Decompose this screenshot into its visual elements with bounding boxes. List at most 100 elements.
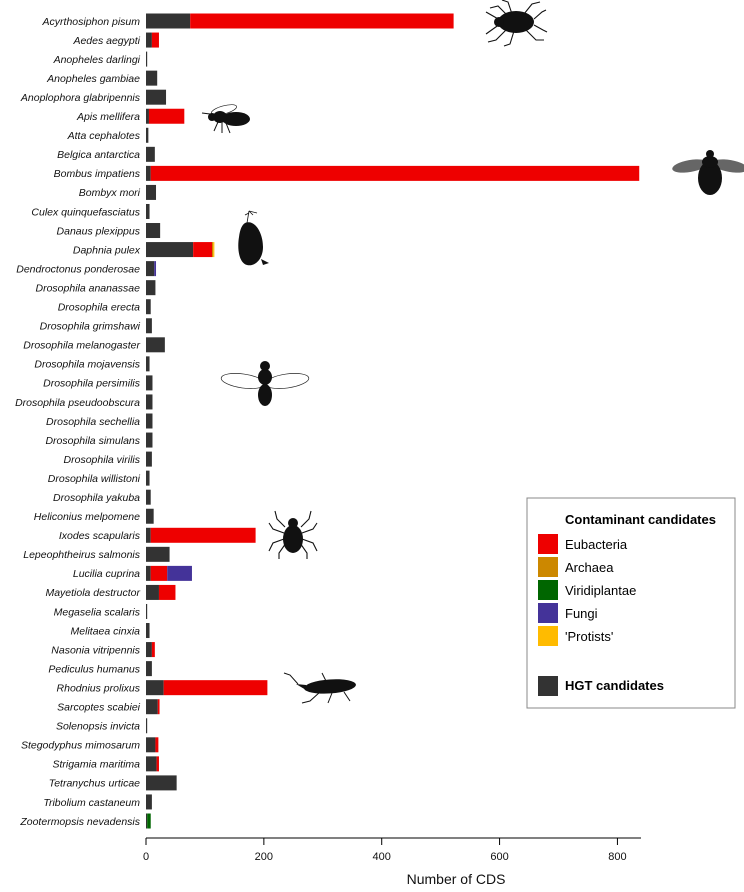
bar-drosophila-simulans-hgt-candidates	[146, 432, 153, 448]
x-ticks: 0 200 400 600 800	[143, 838, 627, 863]
category-label-atta-cephalotes: Atta cephalotes	[67, 130, 141, 142]
category-label-strigamia-maritima: Strigamia maritima	[52, 759, 140, 771]
category-label-heliconius-melpomene: Heliconius melpomene	[34, 511, 140, 523]
bar-mayetiola-destructor-hgt-candidates	[146, 584, 159, 600]
legend-swatch-protists	[538, 626, 558, 646]
category-label-drosophila-yakuba: Drosophila yakuba	[53, 492, 140, 504]
legend-box	[526, 497, 736, 709]
x-axis: 0 200 400 600 800 Number of CDS	[143, 837, 641, 887]
bar-acyrthosiphon-pisum-eubacteria	[190, 13, 454, 29]
legend-items: Eubacteria Archaea Viridiplantae Fungi 'Prot…	[538, 534, 636, 646]
bar-daphnia-pulex-archaea	[212, 242, 214, 258]
bar-drosophila-virilis-hgt-candidates	[146, 451, 152, 467]
category-label-tetranychus-urticae: Tetranychus urticae	[49, 778, 140, 790]
bar-strigamia-maritima-eubacteria	[156, 756, 159, 772]
bar-drosophila-grimshawi-hgt-candidates	[146, 318, 152, 334]
bar-apis-mellifera-hgt-candidates	[146, 108, 149, 124]
category-label-drosophila-pseudoobscura: Drosophila pseudoobscura	[15, 397, 140, 409]
category-label-lucilia-cuprina: Lucilia cuprina	[73, 568, 140, 580]
category-label-stegodyphus-mimosarum: Stegodyphus mimosarum	[21, 740, 140, 752]
legend: Contaminant candidates Eubacteria Archaea…	[526, 497, 736, 709]
bar-danaus-plexippus-hgt-candidates	[146, 223, 161, 239]
bar-culex-quinquefasciatus-hgt-candidates	[146, 203, 150, 219]
bar-drosophila-sechellia-hgt-candidates	[146, 413, 153, 429]
bar-drosophila-ananassae-hgt-candidates	[146, 280, 156, 296]
category-label-daphnia-pulex: Daphnia pulex	[73, 244, 141, 256]
legend-label-hgt: HGT candidates	[565, 678, 664, 693]
bar-anopheles-gambiae-hgt-candidates	[146, 70, 158, 86]
category-label-drosophila-simulans: Drosophila simulans	[45, 435, 140, 447]
x-tick-label-0: 0	[143, 851, 149, 863]
bar-lepeophtheirus-salmonis-hgt-candidates	[146, 546, 170, 562]
x-axis-title: Number of CDS	[407, 871, 506, 887]
bar-aedes-aegypti-hgt-candidates	[146, 32, 152, 48]
bar-daphnia-pulex-eubacteria	[193, 242, 212, 258]
bar-tetranychus-urticae-hgt-candidates	[146, 775, 177, 791]
legend-swatch-archaea	[538, 557, 558, 577]
legend-swatch-viridiplantae	[538, 580, 558, 600]
tick-icon	[268, 510, 318, 559]
bar-nasonia-vitripennis-hgt-candidates	[146, 642, 152, 658]
bar-ixodes-scapularis-eubacteria	[150, 527, 256, 543]
bar-dendroctonus-ponderosae-hgt-candidates	[146, 261, 155, 277]
bar-anopheles-darlingi-hgt-candidates	[146, 51, 148, 67]
category-label-anopheles-gambiae: Anopheles gambiae	[46, 73, 140, 85]
bar-rhodnius-prolixus-eubacteria	[163, 680, 268, 696]
aphid-icon	[485, 0, 548, 47]
bar-apis-mellifera-eubacteria	[148, 108, 185, 124]
category-label-drosophila-virilis: Drosophila virilis	[64, 454, 141, 466]
category-label-mayetiola-destructor: Mayetiola destructor	[45, 587, 140, 599]
x-tick-label-800: 800	[608, 851, 626, 863]
bar-area	[146, 13, 640, 829]
category-label-drosophila-ananassae: Drosophila ananassae	[36, 282, 141, 294]
bar-drosophila-pseudoobscura-hgt-candidates	[146, 394, 153, 410]
legend-label-eubacteria: Eubacteria	[565, 537, 628, 552]
category-label-solenopsis-invicta: Solenopsis invicta	[56, 721, 140, 733]
bar-zootermopsis-nevadensis-viridiplantae	[147, 813, 151, 829]
bar-bombyx-mori-hgt-candidates	[146, 184, 157, 200]
category-label-megaselia-scalaris: Megaselia scalaris	[54, 606, 141, 618]
legend-title: Contaminant candidates	[565, 512, 716, 527]
bar-sarcoptes-scabiei-eubacteria	[157, 699, 160, 715]
bar-lucilia-cuprina-eubacteria	[150, 565, 168, 581]
bar-daphnia-pulex-hgt-candidates	[146, 242, 194, 258]
category-label-drosophila-persimilis: Drosophila persimilis	[43, 378, 141, 390]
bar-drosophila-persimilis-hgt-candidates	[146, 375, 153, 391]
bar-drosophila-mojavensis-hgt-candidates	[146, 356, 150, 372]
bar-zootermopsis-nevadensis-hgt-candidates	[146, 813, 148, 829]
legend-swatch-fungi	[538, 603, 558, 623]
category-label-zootermopsis-nevadensis: Zootermopsis nevadensis	[19, 816, 140, 828]
bar-acyrthosiphon-pisum-hgt-candidates	[146, 13, 191, 29]
daphnia-icon	[238, 210, 269, 266]
category-label-bombus-impatiens: Bombus impatiens	[54, 168, 141, 180]
bar-dendroctonus-ponderosae-fungi	[154, 261, 157, 277]
category-label-pediculus-humanus: Pediculus humanus	[48, 663, 140, 675]
legend-label-protists: 'Protists'	[565, 629, 613, 644]
bar-heliconius-melpomene-hgt-candidates	[146, 508, 154, 524]
bar-drosophila-yakuba-hgt-candidates	[146, 489, 151, 505]
bar-lucilia-cuprina-hgt-candidates	[146, 565, 151, 581]
category-label-anoplophora-glabripennis: Anoplophora glabripennis	[20, 92, 141, 104]
honeybee-icon	[201, 104, 250, 134]
x-tick-label-400: 400	[373, 851, 391, 863]
bar-anoplophora-glabripennis-hgt-candidates	[146, 89, 167, 105]
bar-strigamia-maritima-hgt-candidates	[146, 756, 157, 772]
category-label-melitaea-cinxia: Melitaea cinxia	[71, 625, 141, 637]
category-label-aedes-aegypti: Aedes aegypti	[72, 35, 140, 47]
category-label-ixodes-scapularis: Ixodes scapularis	[59, 530, 141, 542]
bar-megaselia-scalaris-hgt-candidates	[146, 603, 148, 619]
x-tick-label-200: 200	[255, 851, 273, 863]
category-label-anopheles-darlingi: Anopheles darlingi	[53, 54, 141, 66]
bar-melitaea-cinxia-hgt-candidates	[146, 623, 150, 639]
legend-swatch-hgt	[538, 676, 558, 696]
bar-nasonia-vitripennis-eubacteria	[151, 642, 155, 658]
category-label-dendroctonus-ponderosae: Dendroctonus ponderosae	[16, 263, 140, 275]
bar-pediculus-humanus-hgt-candidates	[146, 661, 152, 677]
category-label-drosophila-erecta: Drosophila erecta	[58, 302, 140, 314]
category-label-drosophila-sechellia: Drosophila sechellia	[46, 416, 140, 428]
category-label-drosophila-grimshawi: Drosophila grimshawi	[40, 321, 141, 333]
bar-belgica-antarctica-hgt-candidates	[146, 146, 155, 162]
bar-drosophila-erecta-hgt-candidates	[146, 299, 151, 315]
bar-sarcoptes-scabiei-hgt-candidates	[146, 699, 158, 715]
bar-drosophila-melanogaster-hgt-candidates	[146, 337, 165, 353]
